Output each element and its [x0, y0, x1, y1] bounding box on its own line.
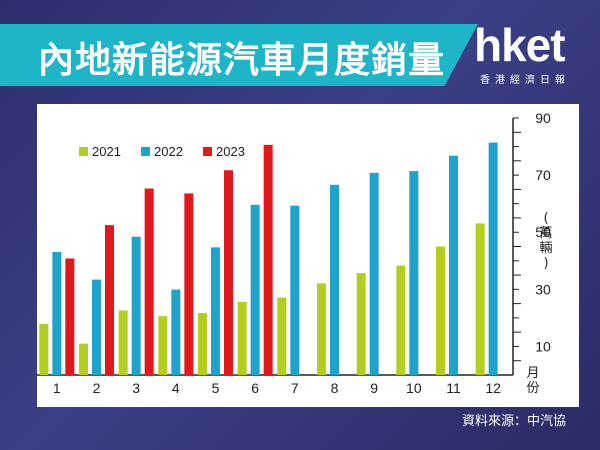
bar-2021-12: [475, 223, 485, 375]
x-tick-label: 4: [172, 380, 180, 396]
bar-2022-10: [409, 171, 419, 375]
legend-swatch-2022: [141, 147, 150, 156]
chart-title: 內地新能源汽車月度銷量: [38, 40, 446, 81]
bar-2021-1: [39, 323, 49, 375]
chart-panel: 10 30 50 70 90(萬輛) 1 2 3 4 5 6 7 8 9 10 11 12 月份 2021 2022 2…: [37, 104, 579, 407]
legend-label-2023: 2023: [216, 144, 245, 159]
hket-logo-subtitle: 香港經濟日報: [480, 75, 570, 86]
bar-2021-9: [356, 273, 366, 375]
bar-2023-2: [105, 225, 114, 375]
y-tick-label: 50: [535, 224, 551, 240]
bar-2021-5: [198, 313, 207, 375]
y-unit-label: ): [543, 256, 548, 271]
bar-2021-10: [396, 265, 406, 375]
y-unit-label: (: [543, 211, 548, 226]
bar-2022-6: [250, 204, 260, 375]
y-tick-label: 10: [535, 338, 551, 354]
source-note: 資料來源：中汽協: [461, 414, 566, 429]
bar-2021-8: [317, 283, 326, 375]
x-axis-label: 份: [526, 381, 539, 396]
x-tick-label: 10: [406, 380, 422, 396]
bar-2021-11: [436, 246, 445, 375]
bar-2021-2: [79, 343, 88, 375]
y-tick-label: 70: [535, 167, 551, 183]
x-tick-label: 8: [331, 380, 339, 396]
bar-2023-3: [144, 188, 154, 375]
legend-swatch-2021: [79, 147, 88, 156]
bar-2023-6: [263, 144, 273, 375]
x-tick-label: 6: [251, 380, 259, 396]
bar-2022-8: [330, 184, 339, 375]
bar-2021-7: [277, 297, 287, 375]
bar-2021-4: [158, 316, 168, 375]
y-unit-label: 輛: [539, 241, 552, 256]
x-tick-label: 9: [370, 380, 378, 396]
bar-2022-11: [449, 155, 458, 375]
bar-2022-7: [290, 205, 300, 375]
bar-2021-3: [118, 310, 128, 375]
x-axis-label: 月: [526, 366, 539, 381]
x-tick-label: 2: [93, 380, 101, 396]
legend-label-2021: 2021: [92, 144, 121, 159]
y-tick-label: 90: [535, 110, 551, 126]
bar-2022-4: [171, 289, 181, 375]
bar-2021-6: [237, 301, 247, 375]
x-tick-label: 1: [53, 380, 61, 396]
bar-2022-2: [92, 279, 101, 375]
hket-logo: hket: [474, 19, 566, 71]
x-tick-label: 11: [446, 380, 461, 396]
bar-2022-9: [369, 172, 379, 375]
legend-label-2022: 2022: [154, 144, 183, 159]
bar-2022-1: [52, 251, 62, 375]
bar-2023-4: [184, 193, 194, 375]
legend-swatch-2023: [203, 147, 212, 156]
x-tick-label: 7: [291, 380, 299, 396]
x-tick-label: 5: [212, 380, 220, 396]
bar-2022-3: [131, 236, 141, 375]
x-tick-label: 3: [132, 380, 140, 396]
x-tick-label: 12: [485, 380, 501, 396]
bar-2022-12: [488, 142, 498, 375]
title-banner: [0, 24, 478, 86]
y-unit-label: 萬: [539, 226, 552, 241]
bar-2023-1: [65, 258, 75, 375]
y-tick-label: 30: [535, 281, 551, 297]
bar-2022-5: [211, 247, 220, 375]
bar-2023-5: [224, 170, 233, 375]
